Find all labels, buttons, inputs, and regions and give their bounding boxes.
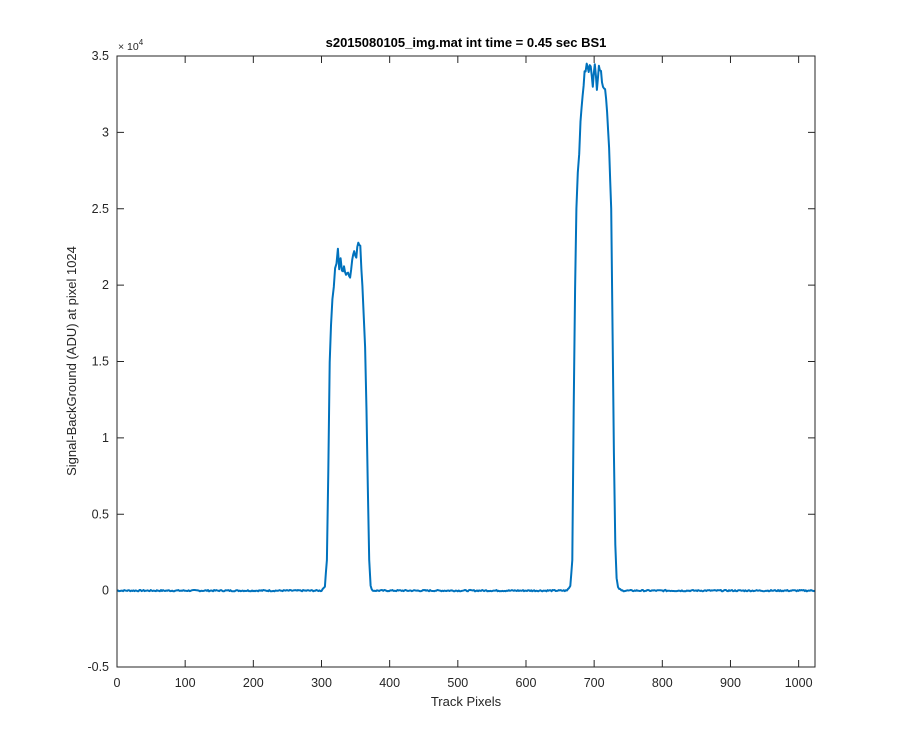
y-tick-label: 1.5: [92, 355, 109, 369]
y-tick-label: 0: [102, 584, 109, 598]
x-tick-label: 700: [584, 676, 605, 690]
x-tick-label: 100: [175, 676, 196, 690]
y-axis-label: Signal-BackGround (ADU) at pixel 1024: [64, 246, 79, 476]
x-axis-label: Track Pixels: [431, 694, 502, 709]
plot-frame: [116, 55, 816, 668]
y-tick-label: 0.5: [92, 507, 109, 521]
y-tick-label: 2.5: [92, 202, 109, 216]
x-tick-label: 800: [652, 676, 673, 690]
data-line: [116, 62, 816, 593]
y-tick-labels: -0.5 0 0.5 1 1.5 2 2.5 3 3.5: [87, 49, 109, 674]
x-tick-label: 500: [447, 676, 468, 690]
x-tick-labels: 0 100 200 300 400 500 600 700 800 900 1000: [114, 676, 813, 690]
y-axis-exponent: × 104: [118, 38, 144, 53]
x-tick-label: 900: [720, 676, 741, 690]
plot-area: [117, 56, 815, 667]
x-tick-label: 400: [379, 676, 400, 690]
chart-title: s2015080105_img.mat int time = 0.45 sec …: [326, 35, 607, 50]
x-tick-label: 300: [311, 676, 332, 690]
y-tick-label: 3.5: [92, 49, 109, 63]
y-tick-label: -0.5: [87, 660, 109, 674]
y-tick-label: 1: [102, 431, 109, 445]
y-tick-label: 2: [102, 278, 109, 292]
y-exponent-base: × 10: [118, 41, 139, 53]
y-tick-label: 3: [102, 125, 109, 139]
x-tick-label: 0: [114, 676, 121, 690]
x-tick-label: 600: [516, 676, 537, 690]
x-tick-label: 1000: [785, 676, 813, 690]
y-exponent-power: 4: [139, 38, 144, 47]
x-tick-label: 200: [243, 676, 264, 690]
